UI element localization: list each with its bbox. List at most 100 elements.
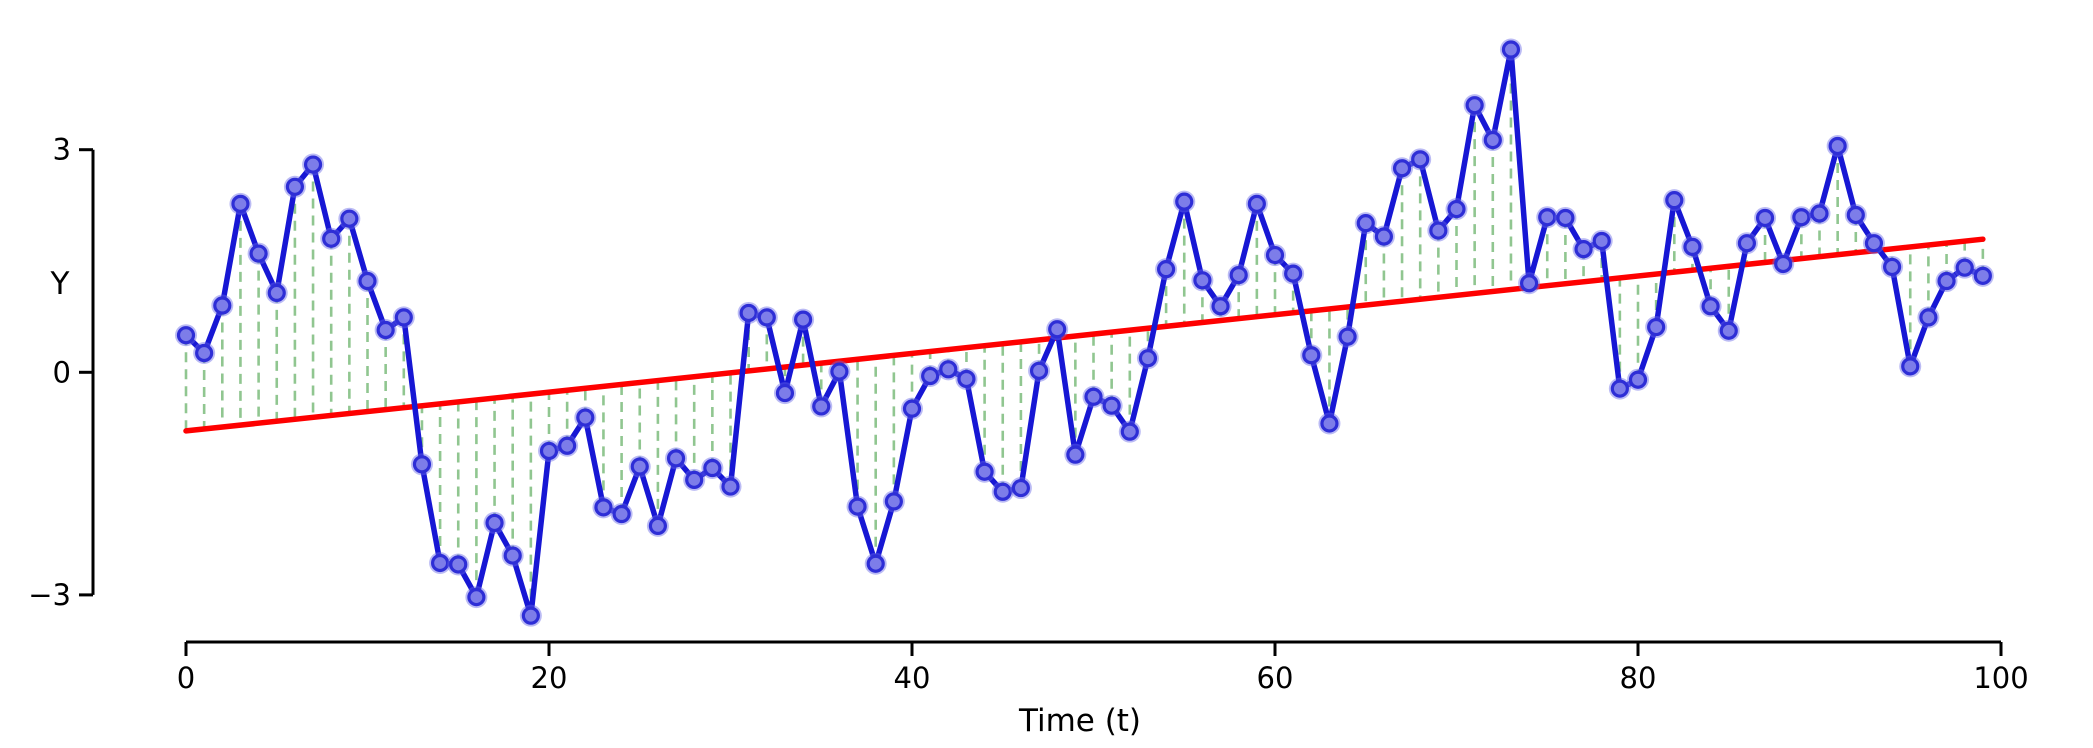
data-point-marker (1245, 192, 1268, 215)
data-point-marker (538, 439, 560, 462)
data-point-marker (501, 544, 524, 567)
data-point-marker (1735, 232, 1758, 255)
data-point-marker (1409, 148, 1432, 171)
data-point-marker (1155, 258, 1178, 281)
data-point-marker (1391, 157, 1414, 180)
data-point-marker (338, 207, 361, 230)
data-point-marker (755, 306, 778, 329)
data-point-marker (1572, 238, 1595, 261)
y-axis-tick-label: 3 (53, 133, 71, 167)
data-point-marker (320, 227, 343, 250)
data-point-marker (901, 397, 923, 420)
data-point-marker (1318, 412, 1341, 435)
data-point-marker (973, 460, 996, 483)
data-point-marker (646, 514, 669, 537)
data-point-marker (1300, 344, 1323, 367)
data-point-marker (810, 395, 833, 418)
data-point-marker (1227, 264, 1250, 287)
data-point-marker (356, 270, 379, 293)
data-point-marker (846, 495, 869, 518)
data-point-marker (302, 153, 325, 176)
y-axis: −3 0 3 (28, 133, 95, 612)
data-point-marker (1136, 347, 1159, 370)
data-point-marker (1554, 206, 1577, 229)
data-point-marker (701, 457, 724, 480)
x-axis-tick-label: 40 (894, 661, 931, 695)
data-point-marker (1009, 477, 1032, 500)
data-point-marker (1917, 306, 1940, 329)
data-point-marker (283, 175, 306, 198)
data-point-marker (665, 447, 688, 470)
data-point-marker (1445, 198, 1468, 221)
data-point-marker (919, 365, 942, 388)
x-axis-tick-label: 100 (1973, 661, 2028, 695)
data-point-marker (955, 367, 978, 390)
data-point-marker (828, 360, 851, 383)
data-points (175, 38, 1994, 627)
data-point-marker (1173, 190, 1196, 213)
data-point-marker (1118, 420, 1141, 443)
data-point-marker (592, 496, 615, 519)
data-point-marker (864, 552, 887, 575)
residual-lines (184, 49, 1985, 616)
data-point-marker (1518, 272, 1541, 295)
data-point-marker (937, 358, 960, 381)
data-point-marker (628, 455, 651, 478)
data-point-marker (1499, 38, 1522, 61)
data-point-marker (882, 490, 905, 513)
data-line (183, 46, 1986, 619)
data-point-marker (1336, 325, 1359, 348)
data-point-marker (247, 242, 270, 265)
data-point-marker (1754, 206, 1777, 229)
data-point-marker (1191, 269, 1214, 292)
data-point-marker (1790, 206, 1813, 229)
y-axis-tick-label: −3 (28, 578, 71, 612)
x-axis-tick-label: 60 (1257, 661, 1294, 695)
x-axis-label: Time (t) (1018, 703, 1141, 739)
trend-line (183, 236, 1986, 434)
data-point-marker (1046, 318, 1069, 341)
x-axis-tick-label: 80 (1620, 661, 1657, 695)
data-point-marker (1808, 202, 1831, 225)
data-point-marker (1971, 264, 1994, 287)
data-point-marker (574, 406, 597, 429)
data-point-marker (211, 294, 234, 317)
data-point-marker (410, 453, 433, 476)
data-point-marker (175, 324, 197, 347)
data-point-marker (483, 511, 506, 534)
data-point-marker (1627, 368, 1649, 391)
x-axis: 0 20 40 60 80 100 (177, 640, 2029, 695)
x-axis-tick-label: 0 (177, 661, 195, 695)
data-point-marker (392, 306, 415, 329)
data-point-marker (1699, 295, 1722, 318)
data-point-marker (1064, 443, 1087, 466)
data-point-marker (374, 319, 397, 342)
data-point-marker (1881, 255, 1904, 278)
data-point-marker (1372, 225, 1395, 248)
data-point-marker (1663, 189, 1686, 212)
data-point-marker (991, 480, 1014, 503)
data-point-marker (1645, 316, 1668, 339)
data-point-marker (1608, 377, 1631, 400)
data-point-marker (1354, 212, 1377, 235)
data-point-marker (429, 551, 452, 574)
data-point-marker (1681, 235, 1704, 258)
data-point-marker (1427, 219, 1450, 242)
data-point-marker (1481, 129, 1504, 152)
data-point-marker (1844, 203, 1867, 226)
data-point-marker (1862, 232, 1885, 255)
data-point-marker (1028, 359, 1051, 382)
y-axis-label: Y (50, 266, 70, 302)
data-point-marker (465, 586, 488, 609)
x-axis-tick-label: 20 (531, 661, 568, 695)
data-point-marker (1899, 355, 1922, 378)
data-point-marker (1772, 252, 1795, 275)
data-point-marker (737, 301, 760, 324)
data-point-marker (1282, 262, 1305, 285)
data-point-marker (683, 468, 706, 491)
data-point-marker (1935, 270, 1958, 293)
data-point-marker (773, 382, 796, 405)
data-point-marker (610, 503, 633, 526)
